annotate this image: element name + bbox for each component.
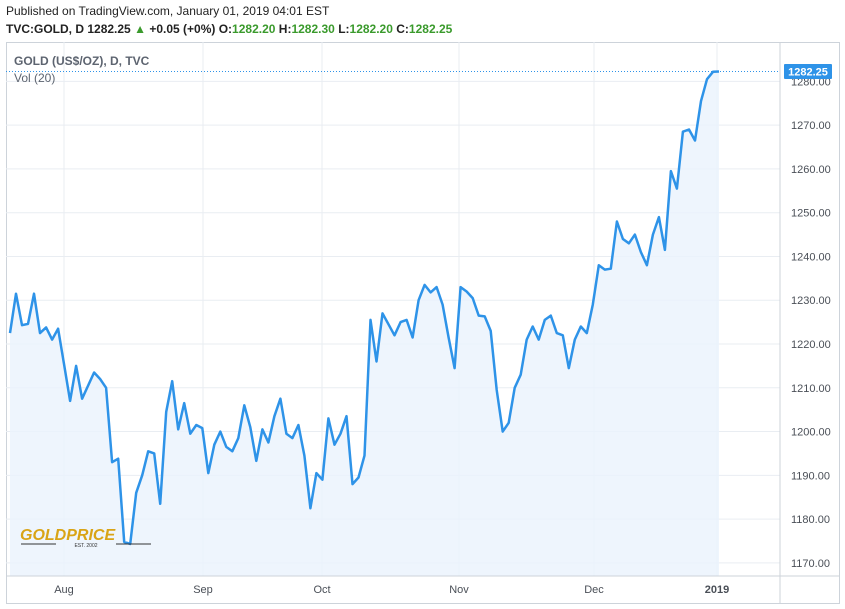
price-area-fill (10, 71, 719, 576)
x-tick-label: Nov (449, 584, 469, 596)
y-tick-label: 1190.00 (791, 470, 830, 482)
price-axis[interactable]: 1170.00 1180.00 1190.00 1200.00 1210.00 1220.… (791, 76, 831, 569)
open-label: O: (218, 22, 233, 36)
high-label: H: (278, 22, 292, 36)
last-price-tag-bg (784, 64, 832, 80)
y-tick-label: 1220.00 (791, 339, 831, 351)
chart-frame: 1170.00 1180.00 1190.00 1200.00 1210.00 1220.… (6, 42, 840, 604)
last-price-tag-text: 1282.25 (788, 67, 828, 79)
x-tick-label: Oct (313, 584, 330, 596)
close-label: C: (396, 22, 409, 36)
low-label: L: (338, 22, 350, 36)
volume-legend[interactable]: Vol (20) (14, 71, 55, 85)
price-chart[interactable]: 1170.00 1180.00 1190.00 1200.00 1210.00 1220.… (6, 42, 840, 604)
goldprice-logo: GOLDPRICE EST. 2002 (20, 527, 151, 549)
change-value: +0.05 (+0%) (149, 22, 216, 36)
low-value: 1282.20 (349, 22, 393, 36)
logo-text: GOLDPRICE (20, 527, 116, 544)
y-tick-label: 1170.00 (791, 558, 830, 570)
y-tick-label: 1250.00 (791, 208, 831, 220)
open-value: 1282.20 (232, 22, 276, 36)
x-tick-label: 2019 (705, 584, 729, 596)
logo-subtext: EST. 2002 (74, 543, 97, 549)
ohlc-line: TVC:GOLD, D 1282.25 ▲ +0.05 (+0%) O:1282… (6, 22, 452, 36)
y-tick-label: 1260.00 (791, 164, 831, 176)
high-value: 1282.30 (291, 22, 335, 36)
x-tick-label: Aug (54, 584, 74, 596)
symbol-label: TVC:GOLD, D (6, 22, 84, 36)
last-price: 1282.25 (87, 22, 131, 36)
y-tick-label: 1230.00 (791, 295, 831, 307)
y-tick-label: 1180.00 (791, 514, 830, 526)
price-line (8, 70, 720, 546)
published-line: Published on TradingView.com, January 01… (6, 4, 329, 18)
x-tick-label: Sep (193, 584, 213, 596)
y-tick-label: 1210.00 (791, 383, 831, 395)
last-price-tag: 1282.25 (784, 64, 832, 80)
y-tick-label: 1270.00 (791, 120, 831, 132)
close-value: 1282.25 (408, 22, 453, 36)
time-axis[interactable]: Aug Sep Oct Nov Dec 2019 (54, 584, 729, 596)
x-tick-label: Dec (584, 584, 604, 596)
published-text: Published on TradingView.com, January 01… (6, 4, 330, 18)
y-tick-label: 1200.00 (791, 427, 831, 439)
y-tick-label: 1240.00 (791, 251, 831, 263)
series-title[interactable]: GOLD (US$/OZ), D, TVC (14, 54, 150, 68)
y-tick-label: 1280.00 (791, 76, 831, 88)
change-arrow-icon: ▲ (134, 22, 146, 36)
